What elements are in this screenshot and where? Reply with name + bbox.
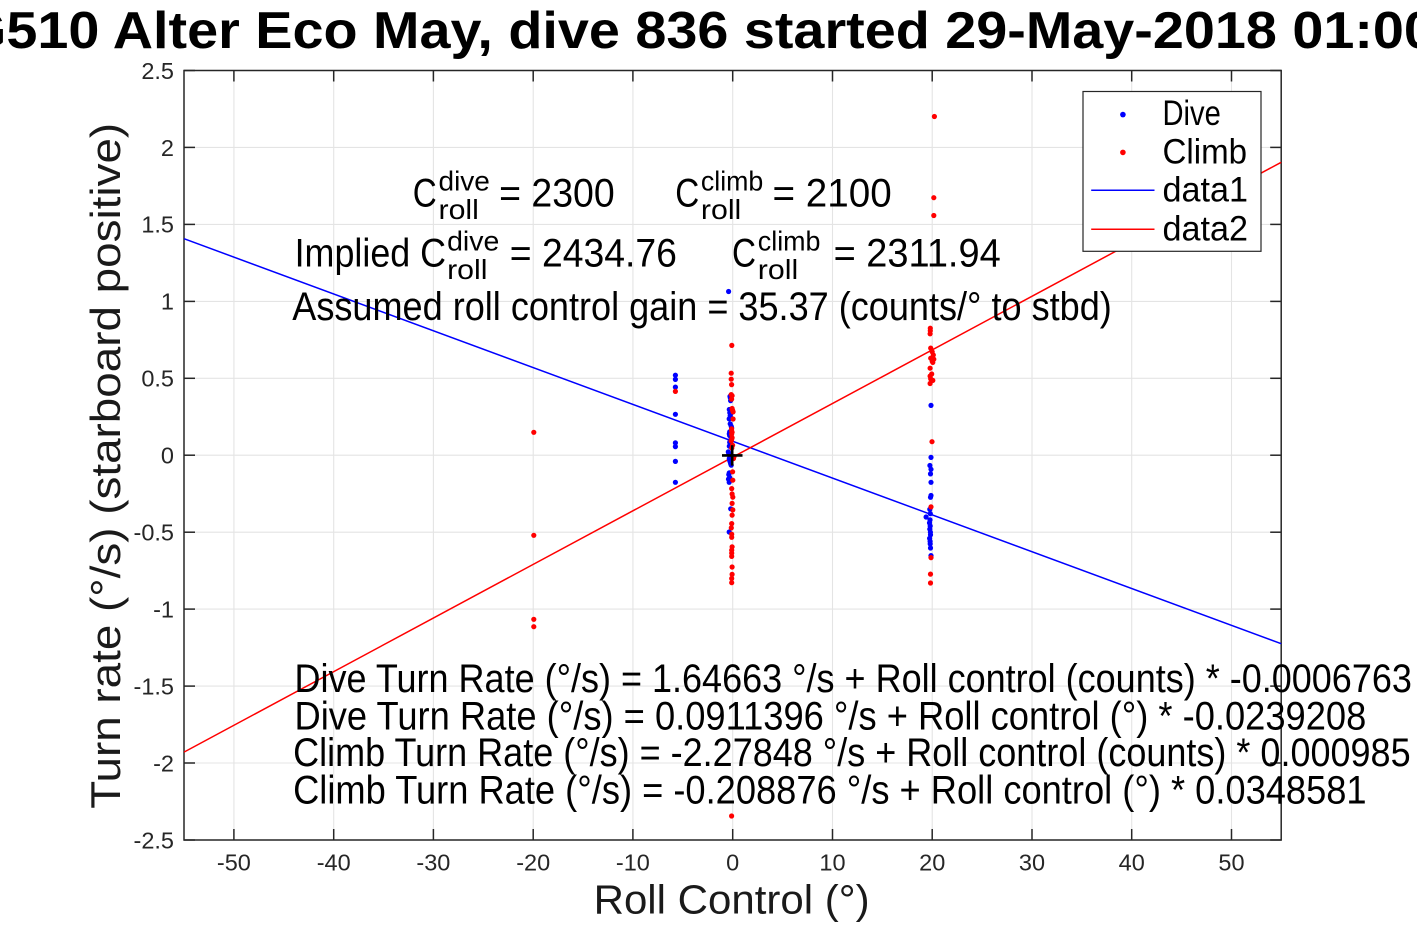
svg-text:-50: -50 [217, 850, 251, 876]
svg-text:20: 20 [919, 850, 945, 876]
svg-text:Roll Control (°): Roll Control (°) [594, 876, 870, 922]
svg-text:= 2100: = 2100 [773, 171, 892, 215]
svg-text:climb: climb [758, 226, 821, 257]
svg-text:dive: dive [447, 226, 499, 257]
svg-text:0: 0 [726, 850, 739, 876]
svg-text:Assumed roll control gain = 35: Assumed roll control gain = 35.37 (count… [292, 285, 1112, 329]
svg-text:-0.5: -0.5 [134, 520, 175, 546]
svg-text:= 2434.76: = 2434.76 [510, 231, 677, 275]
svg-text:-2.5: -2.5 [134, 827, 175, 853]
svg-text:0: 0 [161, 443, 174, 469]
svg-text:-20: -20 [516, 850, 550, 876]
svg-text:climb: climb [701, 166, 763, 197]
svg-text:30: 30 [1019, 850, 1045, 876]
svg-text:data2: data2 [1163, 210, 1249, 249]
svg-text:dive: dive [439, 166, 490, 197]
svg-text:50: 50 [1218, 850, 1244, 876]
svg-text:2.5: 2.5 [141, 58, 174, 84]
svg-text:-10: -10 [616, 850, 650, 876]
svg-text:-2: -2 [153, 750, 174, 776]
svg-text:SG510 Alter Eco May, dive 836: SG510 Alter Eco May, dive 836 started 29… [0, 2, 1417, 60]
svg-text:Turn rate (°/s) (starboard pos: Turn rate (°/s) (starboard positive) [82, 123, 129, 809]
svg-text:-40: -40 [317, 850, 351, 876]
svg-text:1: 1 [161, 289, 174, 315]
svg-text:= 2300: = 2300 [499, 171, 615, 215]
svg-text:-1: -1 [153, 596, 174, 622]
svg-text:roll: roll [439, 194, 479, 225]
svg-text:-30: -30 [416, 850, 450, 876]
svg-text:C: C [675, 171, 699, 215]
svg-text:= 2311.94: = 2311.94 [834, 231, 1001, 275]
svg-text:Dive Turn Rate (°/s) = 1.64663: Dive Turn Rate (°/s) = 1.64663 °/s + Rol… [295, 657, 1412, 701]
svg-text:2: 2 [161, 135, 174, 161]
svg-text:data1: data1 [1163, 171, 1249, 210]
svg-text:-1.5: -1.5 [134, 673, 175, 699]
svg-text:roll: roll [447, 254, 487, 285]
svg-text:1.5: 1.5 [141, 212, 174, 238]
svg-text:C: C [732, 231, 756, 275]
svg-text:roll: roll [701, 194, 741, 225]
svg-text:10: 10 [819, 850, 845, 876]
svg-text:Climb Turn Rate (°/s) = -0.208: Climb Turn Rate (°/s) = -0.208876 °/s + … [293, 769, 1367, 813]
svg-text:40: 40 [1119, 850, 1145, 876]
svg-text:Dive Turn Rate (°/s) = 0.09113: Dive Turn Rate (°/s) = 0.0911396 °/s + R… [295, 695, 1367, 739]
svg-text:roll: roll [758, 254, 798, 285]
svg-text:0.5: 0.5 [141, 366, 174, 392]
svg-text:C: C [413, 171, 437, 215]
svg-text:Implied C: Implied C [295, 231, 447, 275]
svg-text:Climb Turn Rate (°/s) = -2.278: Climb Turn Rate (°/s) = -2.27848 °/s + R… [293, 731, 1411, 775]
svg-text:Climb: Climb [1163, 132, 1248, 171]
svg-text:Dive: Dive [1163, 94, 1221, 133]
